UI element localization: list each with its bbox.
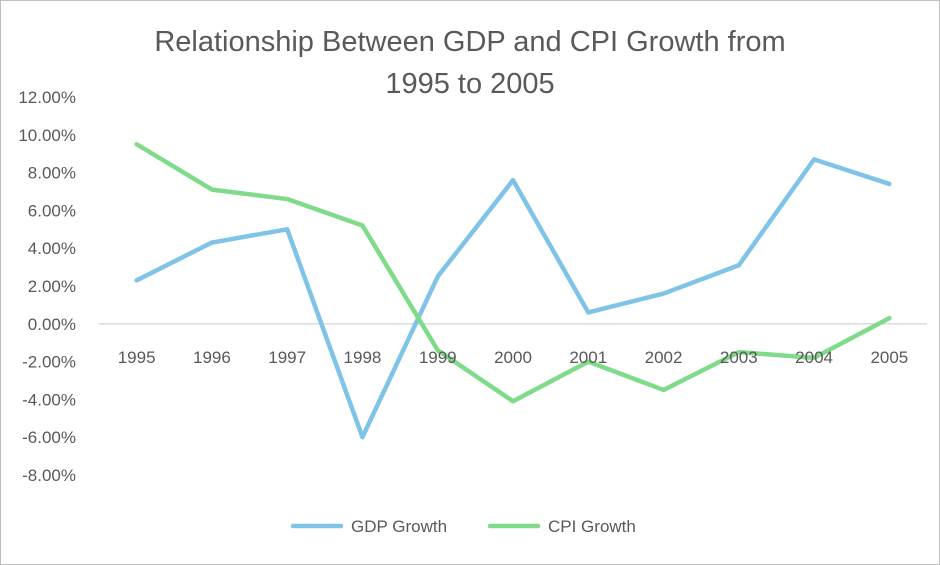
x-tick-label: 2003 (720, 348, 758, 367)
x-tick-label: 1999 (419, 348, 457, 367)
y-tick-label: 6.00% (28, 201, 76, 220)
y-tick-label: 2.00% (28, 277, 76, 296)
y-tick-label: 4.00% (28, 239, 76, 258)
y-tick-label: 0.00% (28, 315, 76, 334)
y-tick-label: 12.00% (18, 88, 76, 107)
y-tick-label: 10.00% (18, 126, 76, 145)
y-tick-label: -2.00% (22, 353, 76, 372)
x-tick-label: 1997 (268, 348, 306, 367)
y-tick-label: 8.00% (28, 164, 76, 183)
y-tick-label: -8.00% (22, 466, 76, 485)
x-tick-label: 2000 (494, 348, 532, 367)
series-line-gdp-growth (134, 157, 892, 440)
x-tick-label: 1995 (118, 348, 156, 367)
x-tick-label: 1996 (193, 348, 231, 367)
x-tick-label: 2004 (795, 348, 833, 367)
legend-label: CPI Growth (548, 517, 636, 536)
legend-label: GDP Growth (351, 517, 447, 536)
y-tick-label: -4.00% (22, 390, 76, 409)
chart-title-line-1: Relationship Between GDP and CPI Growth … (154, 26, 786, 58)
x-tick-label: 1998 (344, 348, 382, 367)
y-tick-label: -6.00% (22, 428, 76, 447)
x-tick-label: 2002 (645, 348, 683, 367)
chart-title: Relationship Between GDP and CPI Growth … (1, 21, 939, 105)
x-tick-label: 2005 (870, 348, 908, 367)
x-tick-label: 2001 (569, 348, 607, 367)
chart-title-line-2: 1995 to 2005 (385, 68, 555, 100)
